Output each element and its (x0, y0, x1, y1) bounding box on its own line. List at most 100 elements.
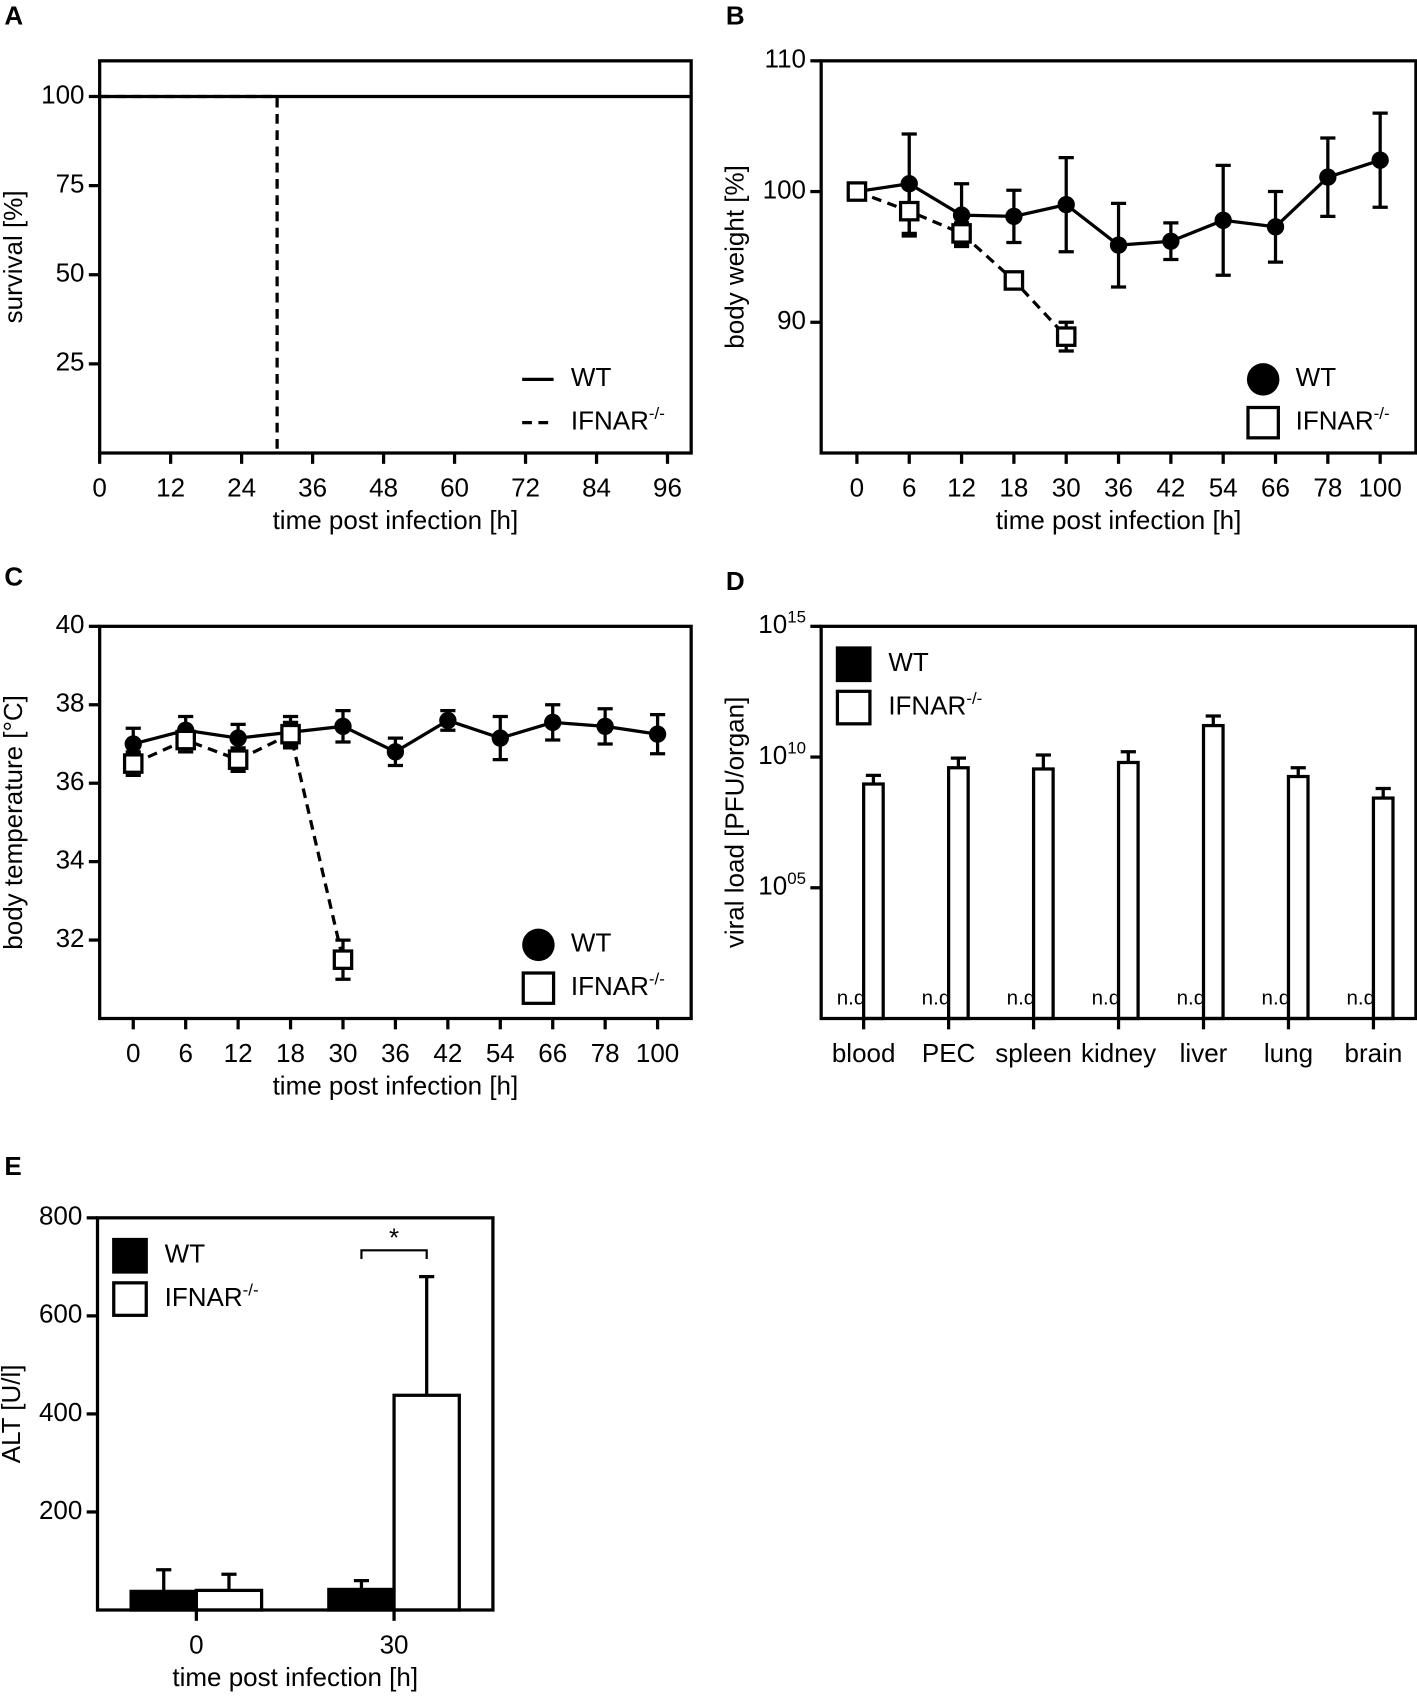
x-tick-label: 18 (999, 473, 1028, 503)
point (175, 729, 196, 751)
y-tick-label: 34 (56, 845, 85, 875)
x-axis-label: time post infection [h] (172, 1662, 418, 1692)
y-tick-label: 40 (56, 609, 85, 639)
legend-label: WT (571, 362, 612, 392)
x-tick-label: 100 (636, 1038, 679, 1068)
legend-swatch (835, 689, 872, 726)
x-tick-label: 6 (902, 473, 916, 503)
point (596, 717, 614, 736)
error-bar (1120, 750, 1136, 763)
plot-frame (95, 1216, 495, 1612)
bar (1371, 796, 1395, 1021)
x-tick-label: 30 (1052, 473, 1081, 503)
point (648, 725, 667, 743)
legend-swatch (112, 1281, 148, 1317)
legend-marker (522, 928, 555, 962)
legend-swatch (835, 646, 872, 683)
x-tick-label: 30 (329, 1038, 358, 1068)
point (1266, 218, 1285, 236)
x-tick-label: 24 (227, 473, 256, 503)
point (280, 723, 301, 745)
x-tick-label: 18 (276, 1038, 305, 1068)
point (952, 206, 971, 224)
bar (1201, 723, 1225, 1021)
y-tick-label: 50 (56, 258, 85, 288)
legend-label: WT (888, 647, 929, 677)
legend-label: WT (571, 928, 612, 958)
bar (392, 1393, 461, 1612)
point (951, 223, 972, 244)
x-axis-label: time post infection [h] (996, 505, 1242, 535)
error-bar (221, 1572, 237, 1591)
y-tick-label: 100 (763, 174, 806, 204)
point (332, 949, 354, 970)
x-tick-label: 0 (850, 473, 864, 503)
y-tick-label: 38 (56, 688, 85, 718)
x-tick-label: 12 (156, 473, 185, 503)
y-tick-label: 75 (56, 168, 85, 198)
legend-marker (1246, 363, 1280, 396)
x-tick-label: 6 (178, 1038, 192, 1068)
x-tick-label: 72 (511, 473, 540, 503)
x-tick-label: 0 (189, 1630, 203, 1660)
y-tick-label: 400 (39, 1397, 82, 1427)
point (1057, 195, 1075, 214)
x-tick-label: kidney (1081, 1038, 1156, 1068)
series-line (132, 731, 345, 961)
point (1371, 151, 1389, 169)
y-tick-label: 600 (39, 1299, 82, 1329)
y-axis-label: ALT [U/l] (0, 1365, 26, 1464)
legend-marker (1246, 405, 1280, 440)
x-tick-label: 48 (369, 473, 398, 503)
legend-label: IFNAR-/- (165, 1281, 259, 1312)
plot-frame (98, 624, 693, 1021)
point (334, 717, 352, 736)
y-tick-label: 110 (765, 44, 806, 74)
y-tick-label: 1005 (758, 870, 806, 901)
x-tick-label: 36 (381, 1038, 410, 1068)
x-tick-label: 84 (582, 473, 611, 503)
x-tick-label: 0 (92, 473, 106, 503)
x-tick-label: 12 (224, 1038, 253, 1068)
x-tick-label: brain (1345, 1038, 1403, 1068)
series-line (856, 190, 1068, 338)
error-bar (156, 1568, 172, 1592)
x-tick-label: PEC (922, 1038, 975, 1068)
point (1214, 211, 1232, 229)
y-tick-label: 100 (41, 79, 84, 109)
y-tick-label: 36 (56, 766, 85, 796)
x-tick-label: 66 (538, 1038, 567, 1068)
point (124, 735, 142, 753)
legend-label: IFNAR-/- (571, 970, 665, 1001)
x-tick-label: 78 (1313, 473, 1342, 503)
point (439, 711, 457, 730)
y-tick-label: 90 (777, 305, 806, 335)
x-tick-label: 78 (591, 1038, 620, 1068)
x-tick-label: spleen (995, 1038, 1072, 1068)
significance-bracket (360, 1249, 428, 1259)
point (544, 713, 562, 732)
x-tick-label: 100 (1358, 473, 1401, 503)
y-axis-label: survival [%] (0, 190, 28, 323)
x-tick-label: liver (1180, 1038, 1228, 1068)
point (122, 753, 144, 774)
x-tick-label: 66 (1261, 473, 1290, 503)
y-axis-label: body temperature [°C] (0, 695, 28, 950)
bar (946, 766, 970, 1021)
point (229, 729, 247, 747)
x-tick-label: 30 (380, 1630, 409, 1660)
error-bar (1035, 753, 1051, 769)
point (227, 749, 249, 770)
bar (862, 782, 885, 1021)
bar (194, 1588, 264, 1612)
y-tick-label: 1015 (758, 608, 806, 639)
significance-label: * (389, 1222, 399, 1252)
x-tick-label: 96 (653, 473, 682, 503)
x-tick-label: 60 (440, 473, 469, 503)
legend-label: IFNAR-/- (571, 405, 665, 436)
bar (1286, 774, 1310, 1021)
panel-label: B (726, 0, 745, 30)
x-tick-label: 54 (1209, 473, 1238, 503)
legend-swatch (112, 1237, 148, 1274)
